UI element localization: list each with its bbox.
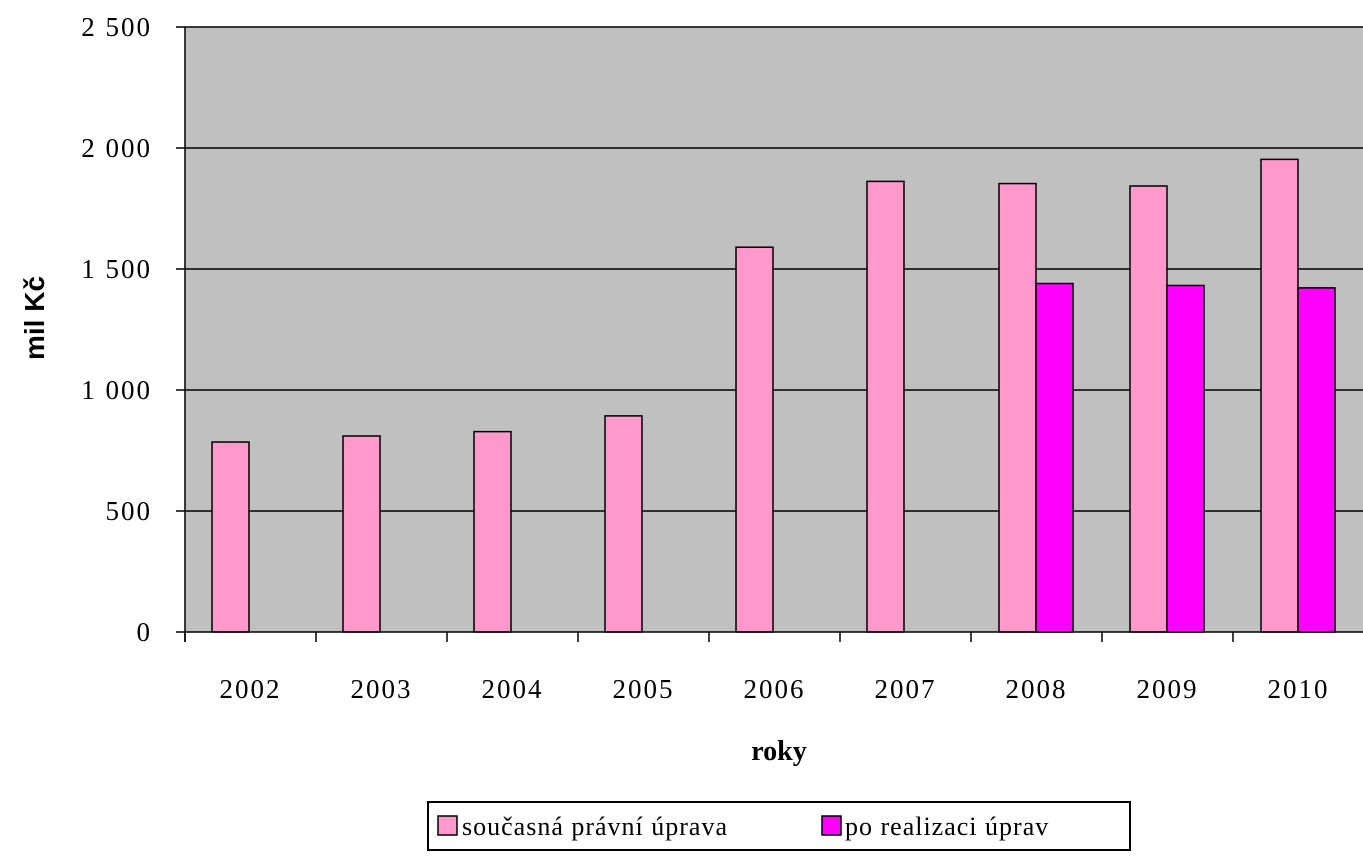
x-tick-label: 2004 (482, 674, 544, 704)
bar-current (211, 441, 250, 633)
x-tick-label: 2009 (1137, 674, 1199, 704)
x-tick-labels: 2002 2003 2004 2005 2006 2007 2008 2009 2010 (220, 674, 1330, 704)
y-axis-title: mil Kč (19, 276, 50, 360)
x-tick-label: 2006 (744, 674, 806, 704)
y-tick-labels: 0 500 1 000 1 500 2 000 2 500 (81, 12, 153, 647)
legend-label-current: současná právní úprava (462, 812, 728, 841)
bar-after (1297, 287, 1336, 633)
legend: současná právní úprava po realizaci úpra… (427, 801, 1131, 851)
x-axis-title: roky (751, 736, 807, 767)
bar-current (473, 430, 512, 633)
x-tick-label: 2008 (1006, 674, 1068, 704)
legend-label-after: po realizaci úprav (845, 812, 1049, 841)
y-tick-label: 2 500 (81, 12, 152, 42)
bar-after (1166, 284, 1205, 633)
legend-swatch-after (821, 815, 842, 836)
bar-current (1260, 158, 1299, 633)
legend-swatch-current (437, 815, 458, 836)
y-tick-label: 0 (137, 617, 153, 647)
x-tick-label: 2005 (613, 674, 675, 704)
y-tick-label: 1 500 (81, 254, 152, 284)
bar-current (735, 246, 774, 633)
axes (176, 26, 1363, 642)
x-tick-label: 2002 (220, 674, 282, 704)
y-tick-label: 500 (106, 496, 153, 526)
bar-current (604, 415, 643, 633)
bar-current (1129, 185, 1168, 633)
x-tick-label: 2007 (875, 674, 937, 704)
x-tick-label: 2003 (351, 674, 413, 704)
bars (211, 158, 1336, 633)
bar-current (866, 180, 905, 633)
bar-current (342, 435, 381, 633)
legend-box (427, 801, 1131, 851)
bar-after (1035, 282, 1074, 633)
x-tick-label: 2010 (1268, 674, 1330, 704)
y-tick-label: 1 000 (81, 375, 152, 405)
y-tick-label: 2 000 (81, 133, 152, 163)
bar-current (998, 182, 1037, 633)
